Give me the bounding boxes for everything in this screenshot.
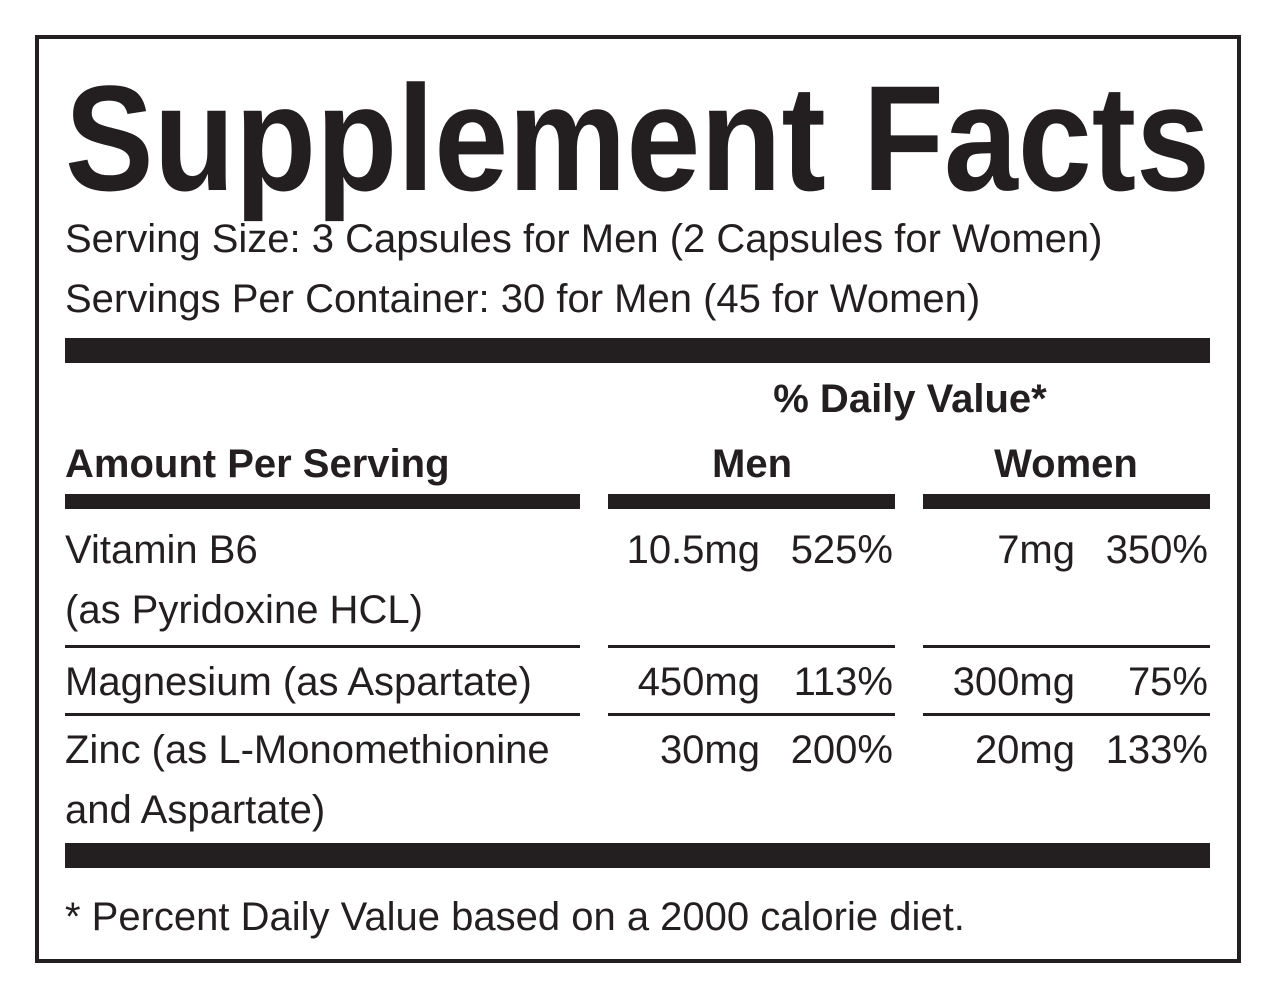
- column-rule: [65, 494, 580, 509]
- men-amount: 30mg: [660, 728, 760, 772]
- row-rule: [65, 713, 580, 716]
- row-rule: [608, 713, 895, 716]
- women-amount: 300mg: [953, 660, 1075, 704]
- women-header: Women: [994, 442, 1138, 486]
- column-rule: [608, 494, 895, 509]
- daily-value-header: % Daily Value*: [773, 377, 1047, 421]
- amount-header: Amount Per Serving: [65, 442, 450, 486]
- serving-size: Serving Size: 3 Capsules for Men (2 Caps…: [65, 217, 1102, 261]
- label-border: [35, 35, 1241, 963]
- women-amount: 20mg: [975, 728, 1075, 772]
- row-rule: [923, 713, 1210, 716]
- nutrient-name: (as Pyridoxine HCL): [65, 588, 423, 632]
- column-rule: [923, 494, 1210, 509]
- footnote: * Percent Daily Value based on a 2000 ca…: [65, 895, 965, 939]
- nutrient-name: Vitamin B6: [65, 528, 258, 572]
- row-rule: [923, 645, 1210, 648]
- women-percent: 75%: [1128, 660, 1208, 704]
- nutrient-name: and Aspartate): [65, 788, 325, 832]
- servings-per-container: Servings Per Container: 30 for Men (45 f…: [65, 277, 980, 321]
- nutrient-name: Zinc (as L-Monomethionine: [65, 728, 550, 772]
- thick-rule: [65, 843, 1210, 868]
- men-percent: 113%: [794, 660, 893, 704]
- women-percent: 133%: [1106, 728, 1208, 772]
- nutrient-name: Magnesium (as Aspartate): [65, 660, 532, 704]
- women-amount: 7mg: [997, 528, 1075, 572]
- title: Supplement Facts: [65, 54, 1210, 222]
- men-percent: 200%: [791, 728, 893, 772]
- men-amount: 10.5mg: [627, 528, 760, 572]
- men-amount: 450mg: [638, 660, 760, 704]
- row-rule: [608, 645, 895, 648]
- women-percent: 350%: [1106, 528, 1208, 572]
- thick-rule: [65, 338, 1210, 363]
- men-header: Men: [712, 442, 792, 486]
- men-percent: 525%: [791, 528, 893, 572]
- row-rule: [65, 645, 580, 648]
